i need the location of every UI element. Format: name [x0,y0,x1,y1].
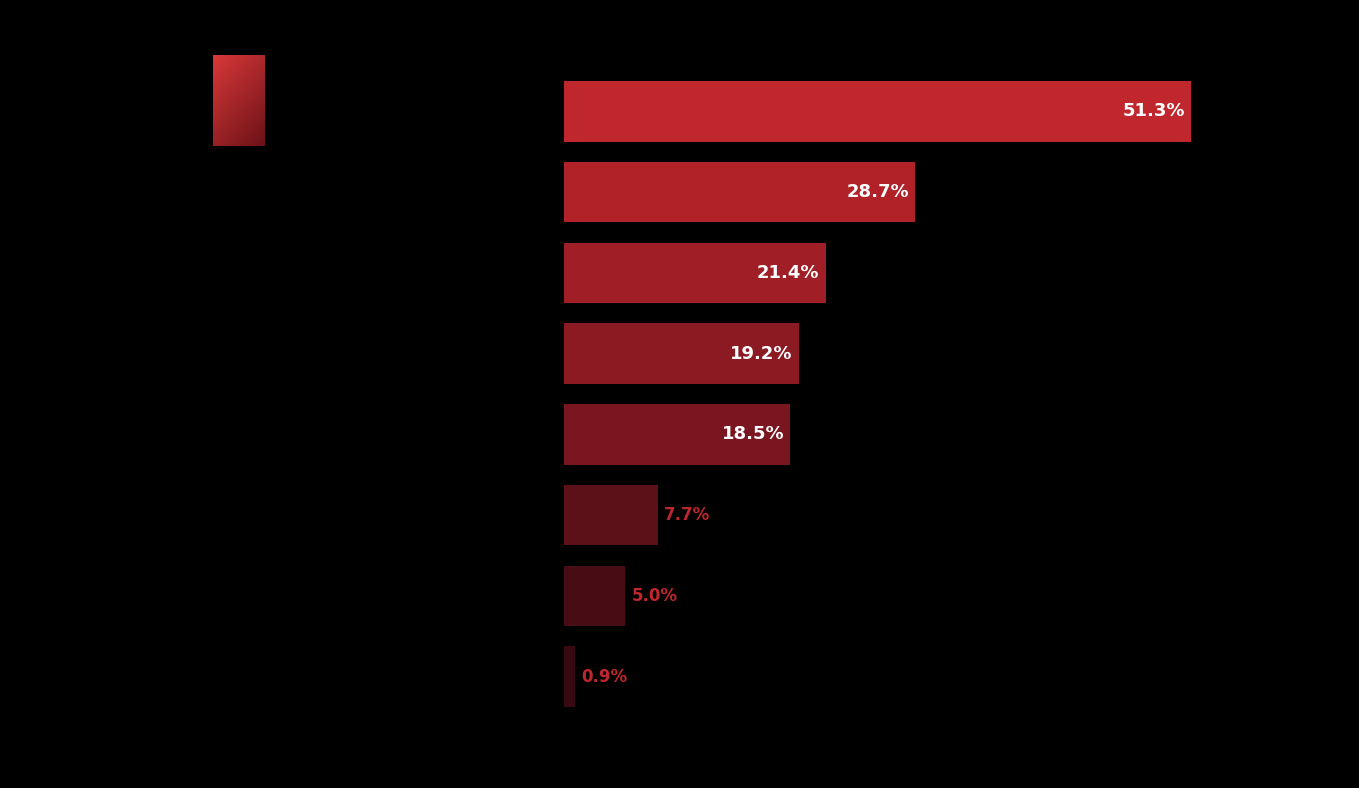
Bar [564,485,658,545]
Text: 21.4%: 21.4% [757,264,819,282]
Text: 5.0%: 5.0% [631,587,677,605]
Bar [564,404,791,465]
Bar [564,162,915,222]
Bar [564,323,799,384]
Text: 51.3%: 51.3% [1123,102,1185,121]
Text: 0.9%: 0.9% [582,667,628,686]
Bar [564,243,826,303]
Bar [564,81,1192,142]
Text: 19.2%: 19.2% [730,344,792,362]
Text: 18.5%: 18.5% [722,426,784,444]
Text: 7.7%: 7.7% [665,506,711,524]
Bar [564,646,575,707]
Bar [564,566,625,626]
Text: 28.7%: 28.7% [847,183,909,201]
